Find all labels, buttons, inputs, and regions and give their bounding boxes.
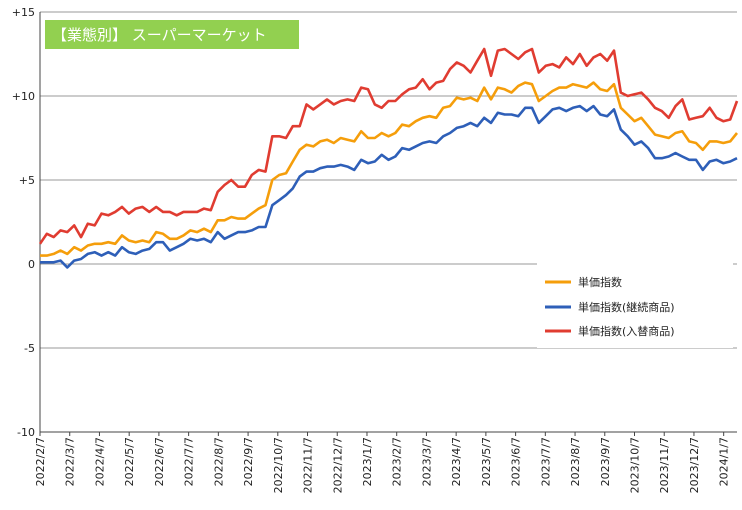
x-tick-label-0: 2022/2/7: [34, 437, 47, 486]
series-line-1: [40, 104, 738, 269]
x-tick-label-4: 2022/6/7: [153, 437, 166, 486]
chart-title: 【業態別】 スーパーマーケット: [45, 20, 299, 49]
series-lines: [38, 47, 739, 269]
legend-entry-1: 単価指数(継続商品): [545, 300, 675, 314]
x-tick-label-9: 2022/11/7: [302, 437, 315, 493]
series-line-0: [40, 81, 739, 257]
x-tick-label-3: 2022/5/7: [123, 437, 136, 486]
x-tick-label-17: 2023/7/7: [539, 437, 552, 486]
x-tick-label-19: 2023/9/7: [599, 437, 612, 486]
y-tick-label-4: -5: [24, 342, 35, 355]
y-tick-label-3: 0: [28, 258, 35, 271]
x-tick-label-12: 2023/2/7: [391, 437, 404, 486]
x-tick-label-10: 2022/12/7: [331, 437, 344, 493]
legend-entry-2: 単価指数(入替商品): [545, 324, 675, 338]
y-tick-label-0: +15: [12, 6, 35, 19]
series-line-2: [38, 47, 739, 245]
legend: 単価指数 単価指数(継続商品) 単価指数(入替商品): [537, 262, 733, 348]
legend-label-2: 単価指数(入替商品): [578, 324, 675, 338]
x-tick-label-22: 2023/12/7: [688, 437, 701, 493]
title-background: [45, 20, 299, 49]
gridlines: [40, 11, 737, 433]
legend-entry-0: 単価指数: [545, 275, 622, 289]
x-tick-label-1: 2022/3/7: [64, 437, 77, 486]
x-tick-label-23: 2024/1/7: [718, 437, 731, 486]
x-tick-label-6: 2022/8/7: [212, 437, 225, 486]
x-tick-label-15: 2023/5/7: [480, 437, 493, 486]
x-tick-label-5: 2022/7/7: [183, 437, 196, 486]
y-tick-label-1: +10: [12, 90, 35, 103]
x-tick-label-21: 2023/11/7: [658, 437, 671, 493]
x-tick-label-8: 2022/10/7: [272, 437, 285, 493]
x-tick-labels: 2022/2/7 2022/3/7 2022/4/7 2022/5/7 2022/6/7…: [34, 432, 731, 493]
x-tick-label-18: 2023/8/7: [569, 437, 582, 486]
x-tick-label-14: 2023/4/7: [450, 437, 463, 486]
x-tick-label-2: 2022/4/7: [93, 437, 106, 486]
x-tick-label-11: 2023/1/7: [361, 437, 374, 486]
axes: [39, 12, 737, 433]
y-tick-labels: +15 +10 +5 0 -5 -10: [12, 6, 35, 439]
x-tick-label-16: 2023/6/7: [510, 437, 523, 486]
title-text: 【業態別】 スーパーマーケット: [52, 26, 267, 44]
legend-background: [537, 262, 733, 348]
y-tick-label-2: +5: [19, 174, 35, 187]
y-tick-label-5: -10: [17, 426, 35, 439]
legend-label-0: 単価指数: [578, 275, 622, 289]
x-tick-label-7: 2022/9/7: [242, 437, 255, 486]
legend-label-1: 単価指数(継続商品): [578, 300, 675, 314]
x-tick-label-13: 2023/3/7: [420, 437, 433, 486]
x-tick-label-20: 2023/10/7: [629, 437, 642, 493]
